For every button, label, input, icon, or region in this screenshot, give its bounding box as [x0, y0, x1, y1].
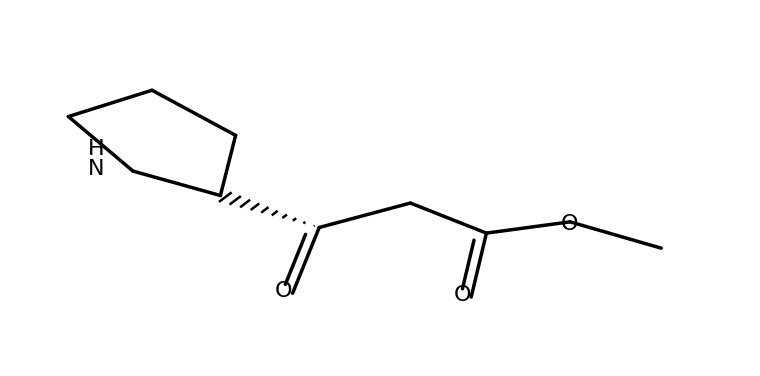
- Text: O: O: [561, 214, 579, 234]
- Text: N: N: [88, 159, 105, 179]
- Text: H: H: [88, 139, 105, 159]
- Text: O: O: [453, 285, 471, 305]
- Text: O: O: [274, 281, 293, 302]
